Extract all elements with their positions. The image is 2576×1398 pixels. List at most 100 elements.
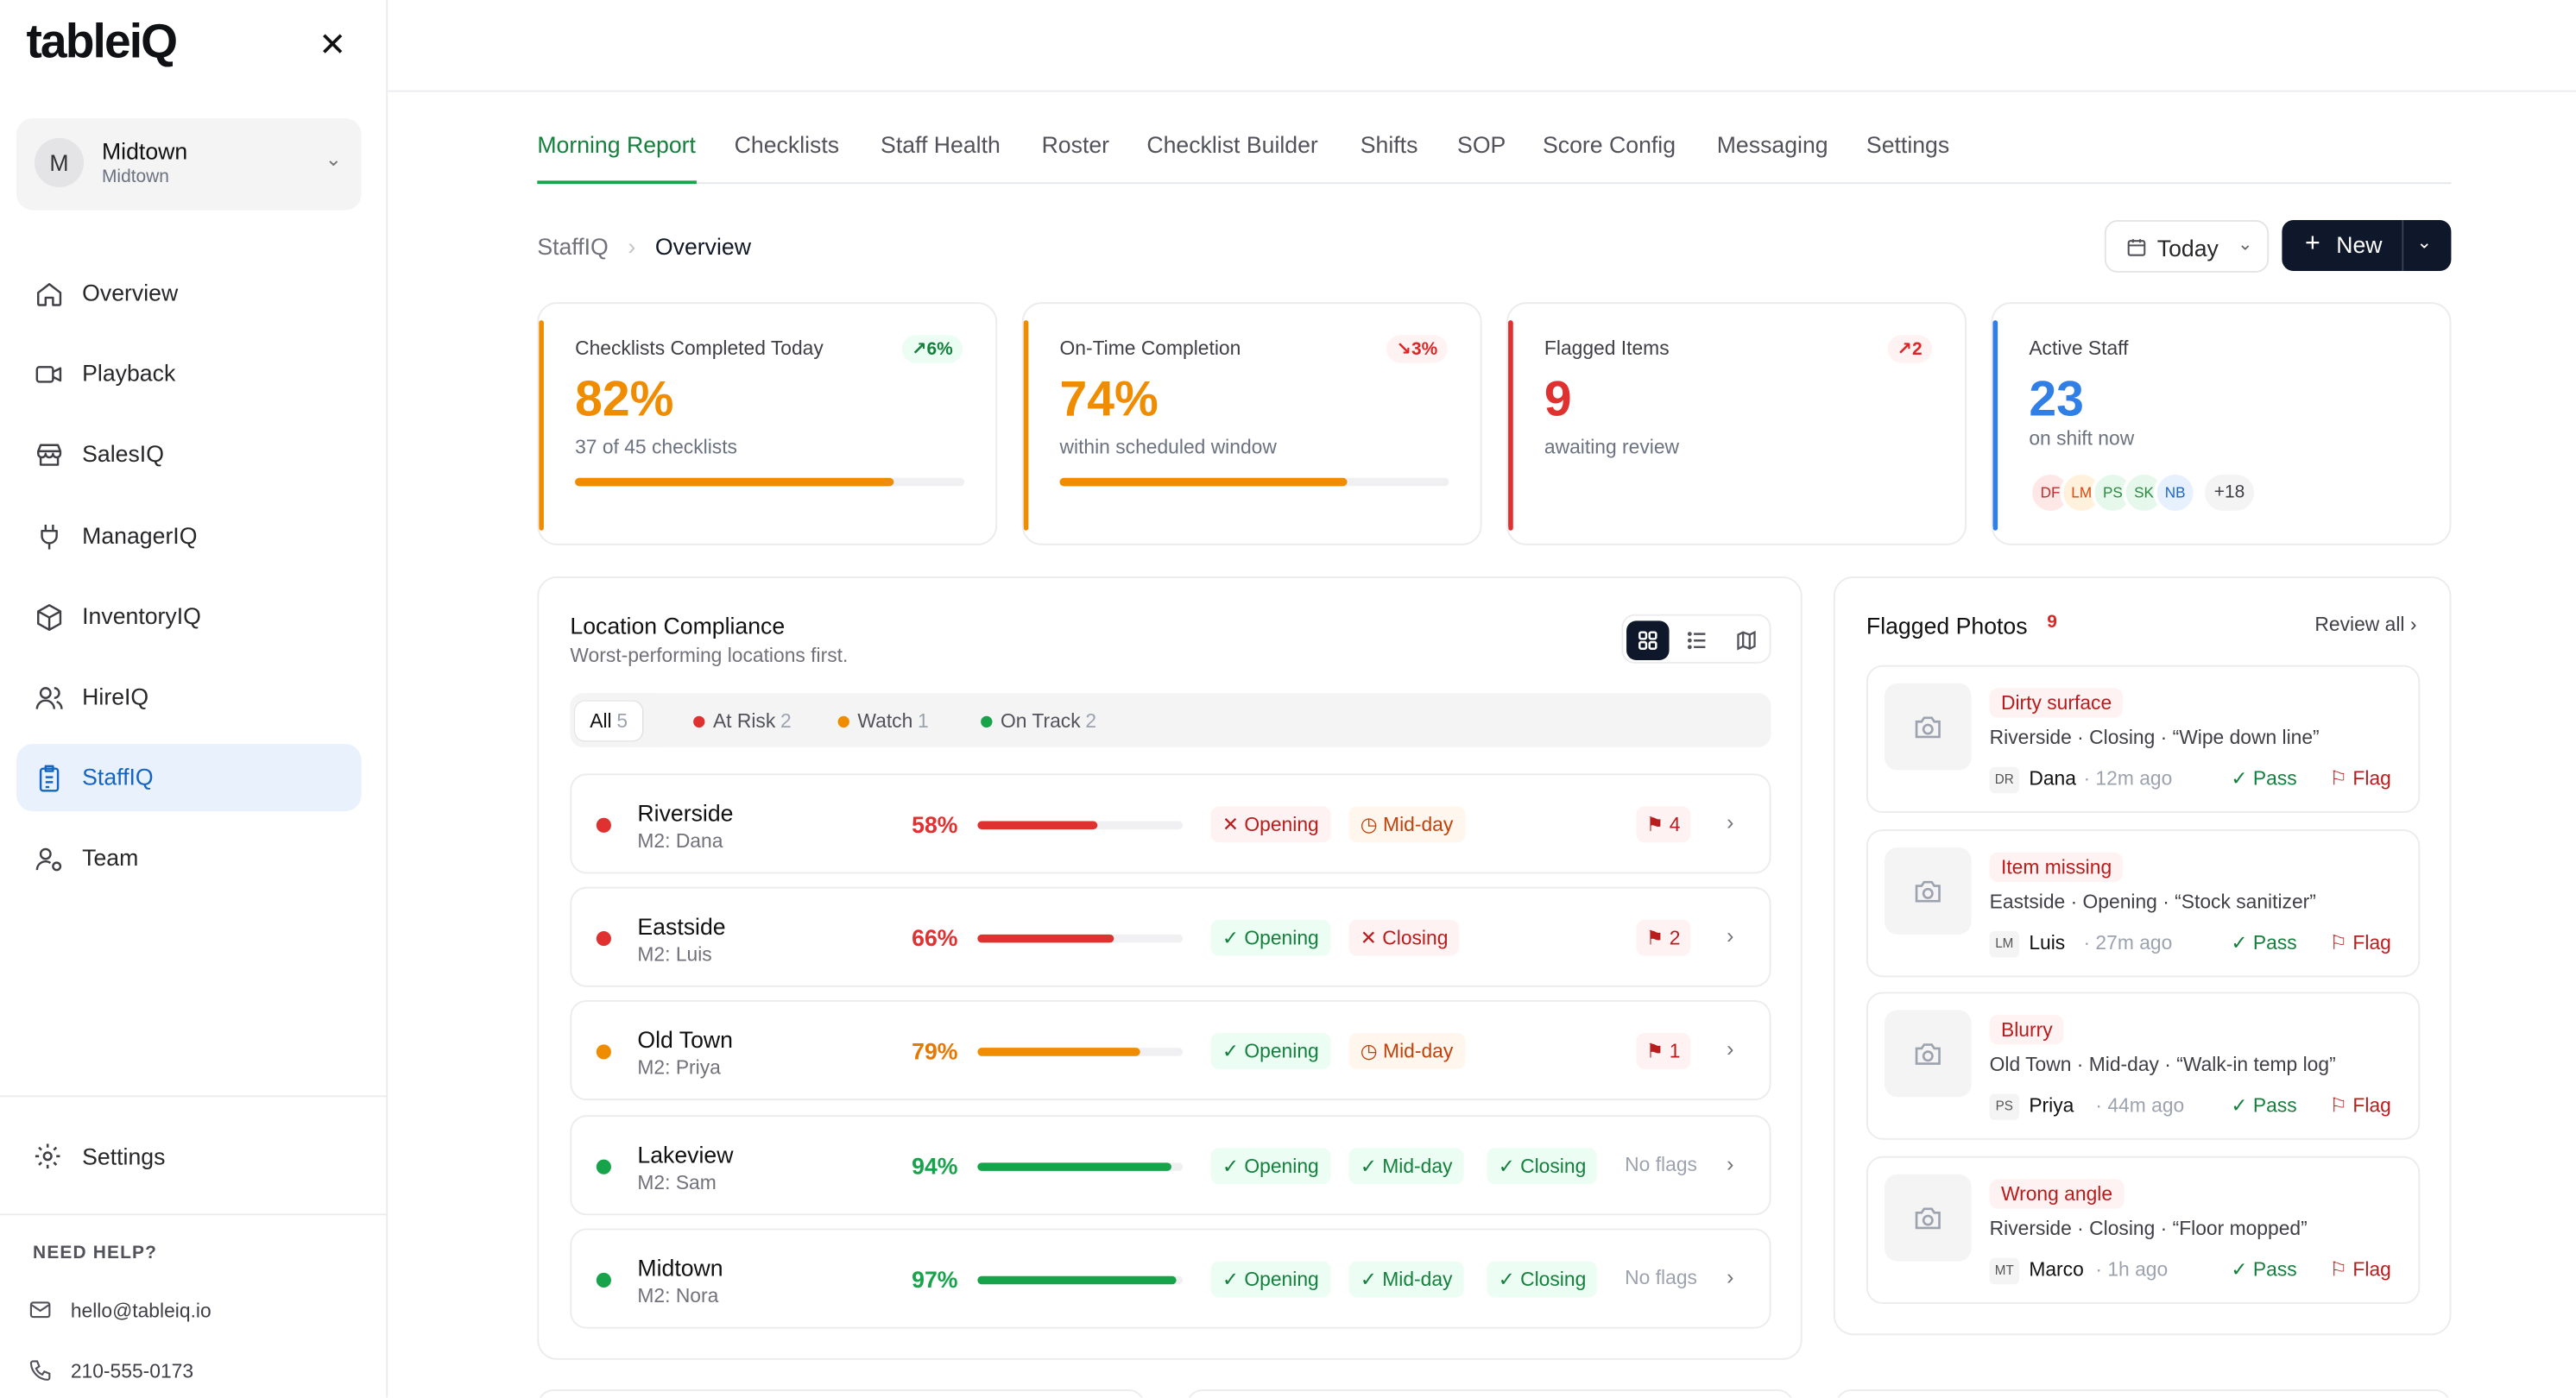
flagged-photo-item[interactable]: Item missing Eastside · Opening · “Stock … <box>1866 828 2421 977</box>
tab-checklists[interactable]: Checklists <box>734 131 840 158</box>
flagged-photo-item[interactable]: Blurry Old Town · Mid-day · “Walk-in temp… <box>1866 992 2421 1140</box>
chevron-right-icon[interactable]: › <box>1727 809 1734 834</box>
tab-score-config[interactable]: Score Config <box>1543 131 1676 158</box>
flag-button[interactable]: ⚐ Flag <box>2330 767 2391 790</box>
pass-button[interactable]: ✓ Pass <box>2231 1257 2296 1281</box>
filter-watch[interactable]: Watch 1 <box>823 702 943 741</box>
pass-button[interactable]: ✓ Pass <box>2231 767 2296 790</box>
photo-thumbnail[interactable] <box>1884 1010 1972 1098</box>
pass-label: Pass <box>2252 1256 2297 1281</box>
sidebar-item-inventoryiq[interactable]: InventoryIQ <box>16 582 362 650</box>
grid-view-button[interactable] <box>1626 620 1670 661</box>
breadcrumb-root[interactable]: StaffIQ <box>537 233 609 260</box>
new-dropdown-chevron-icon[interactable]: ⌄ <box>2416 233 2433 254</box>
location-row[interactable]: Lakeview M2: Sam 94% ✓ Opening ✓ Mid-day ✓ Cl… <box>570 1114 1771 1215</box>
location-row[interactable]: Eastside M2: Luis 66% ✓ Opening ✕ Closing ⚑ 2… <box>570 887 1771 988</box>
map-view-button[interactable] <box>1725 620 1767 660</box>
tab-roster[interactable]: Roster <box>1041 131 1110 158</box>
tab-morning-report[interactable]: Morning Report <box>537 131 696 185</box>
sidebar-nav: Overview Playback SalesIQ ManagerIQ Inventor… <box>16 260 362 906</box>
kpi-accent-bar <box>1023 320 1029 531</box>
new-button[interactable]: + New ⌄ <box>2282 220 2452 272</box>
pass-button[interactable]: ✓ Pass <box>2231 930 2296 954</box>
flag-label: Flag <box>2352 930 2391 954</box>
checklist-chip-opening[interactable]: ✓ Opening <box>1210 1033 1331 1070</box>
tab-staff-health[interactable]: Staff Health <box>881 131 1001 158</box>
flag-count-badge[interactable]: ⚑ 1 <box>1636 1033 1690 1070</box>
filter-at-risk[interactable]: At Risk 2 <box>679 702 806 741</box>
flag-count-badge[interactable]: ⚑ 4 <box>1636 806 1690 843</box>
checklist-chip-closing[interactable]: ✕ Closing <box>1348 920 1460 956</box>
location-manager: M2: Sam <box>637 1170 717 1193</box>
photo-thumbnail[interactable] <box>1884 847 1972 934</box>
checklist-chip-closing[interactable]: ✓ Closing <box>1487 1147 1598 1184</box>
reporter-initials: DR <box>1989 766 2019 794</box>
tab-shifts[interactable]: Shifts <box>1360 131 1418 158</box>
filter-on-track[interactable]: On Track 2 <box>966 702 1111 741</box>
sidebar-item-hireiq[interactable]: HireIQ <box>16 664 362 731</box>
sidebar-item-playback[interactable]: Playback <box>16 340 362 407</box>
flag-button[interactable]: ⚐ Flag <box>2330 930 2391 954</box>
flag-button[interactable]: ⚐ Flag <box>2330 1257 2391 1281</box>
sidebar-item-manageriq[interactable]: ManagerIQ <box>16 502 362 570</box>
checklist-chip-opening[interactable]: ✓ Opening <box>1210 1261 1331 1298</box>
flagged-photo-item[interactable]: Dirty surface Riverside · Closing · “Wipe… <box>1866 664 2421 814</box>
chevron-right-icon[interactable]: › <box>1727 1264 1734 1289</box>
checklist-chip-opening[interactable]: ✓ Opening <box>1210 920 1331 956</box>
checklist-chip-mid-day[interactable]: ✓ Mid-day <box>1348 1147 1464 1184</box>
sidebar-item-team[interactable]: Team <box>16 825 362 892</box>
checklist-chip-opening[interactable]: ✕ Opening <box>1210 806 1331 843</box>
date-picker-button[interactable]: Today ⌄ <box>2104 220 2270 273</box>
filter-label: On Track <box>1000 709 1081 733</box>
chevron-right-icon[interactable]: › <box>1727 1036 1734 1062</box>
staff-more-count[interactable]: +18 <box>2201 471 2257 514</box>
flag-button[interactable]: ⚐ Flag <box>2330 1093 2391 1117</box>
tab-messaging[interactable]: Messaging <box>1716 131 1828 158</box>
checklist-chip-mid-day[interactable]: ◷ Mid-day <box>1348 806 1465 843</box>
location-subtitle: Midtown <box>101 167 169 187</box>
breadcrumb: StaffIQ › Overview <box>537 233 751 259</box>
location-switcher[interactable]: M Midtown Midtown ⌄ <box>16 118 362 211</box>
review-all-link[interactable]: Review all › <box>2314 613 2416 636</box>
compliance-percent: 94% <box>912 1152 958 1179</box>
kpi-title: Flagged Items <box>1544 337 1670 360</box>
pass-button[interactable]: ✓ Pass <box>2231 1093 2296 1117</box>
check-icon: ✓ <box>2231 766 2253 790</box>
issue-tag: Blurry <box>1989 1015 2064 1045</box>
tab-checklist-builder[interactable]: Checklist Builder <box>1146 131 1318 158</box>
checklist-chip-mid-day[interactable]: ◷ Mid-day <box>1348 1033 1465 1070</box>
photo-thumbnail[interactable] <box>1884 1173 1972 1261</box>
kpi-card: Active Staff 23 on shift now DF LM PS SK NB +18 <box>1991 302 2452 545</box>
tab-sop[interactable]: SOP <box>1457 131 1506 158</box>
chip-label: Closing <box>1520 1267 1587 1291</box>
flagged-photo-item[interactable]: Wrong angle Riverside · Closing · “Floor … <box>1866 1155 2421 1304</box>
box-icon <box>37 603 62 631</box>
sidebar-item-label: Overview <box>82 279 179 305</box>
location-row[interactable]: Old Town M2: Priya 79% ✓ Opening ◷ Mid-day ⚑ … <box>570 1000 1771 1101</box>
plus-icon: + <box>2305 230 2320 258</box>
chevron-right-icon[interactable]: › <box>1727 1150 1734 1175</box>
compliance-bar <box>977 1275 1184 1284</box>
sidebar-item-label: SalesIQ <box>82 440 164 468</box>
sidebar-item-salesiq[interactable]: SalesIQ <box>16 421 362 488</box>
reporter-initials: PS <box>1989 1093 2019 1120</box>
checklist-chip-opening[interactable]: ✓ Opening <box>1210 1147 1331 1184</box>
checklist-chip-mid-day[interactable]: ✓ Mid-day <box>1348 1261 1464 1298</box>
close-sidebar-icon[interactable]: ✕ <box>319 28 347 65</box>
location-row[interactable]: Midtown M2: Nora 97% ✓ Opening ✓ Mid-day ✓ Cl… <box>570 1228 1771 1329</box>
filter-all[interactable]: All 5 <box>575 701 643 741</box>
kpi-trend-badge: ↗2 <box>1887 335 1933 363</box>
flag-count-badge[interactable]: ⚑ 2 <box>1636 920 1690 956</box>
status-dot <box>837 715 849 728</box>
flag-icon: ⚑ <box>1645 813 1670 836</box>
sidebar-item-overview[interactable]: Overview <box>16 260 362 327</box>
photo-thumbnail[interactable] <box>1884 683 1972 771</box>
tab-bar: Morning Report Checklists Staff Health Rost… <box>537 129 2452 185</box>
staff-avatar[interactable]: NB <box>2153 471 2197 514</box>
location-row[interactable]: Riverside M2: Dana 58% ✕ Opening ◷ Mid-day ⚑ … <box>570 773 1771 874</box>
checklist-chip-closing[interactable]: ✓ Closing <box>1487 1261 1598 1298</box>
chevron-right-icon[interactable]: › <box>1727 923 1734 948</box>
tab-settings[interactable]: Settings <box>1866 131 1950 158</box>
sidebar-item-staffiq[interactable]: StaffIQ <box>16 744 362 812</box>
list-view-button[interactable] <box>1676 620 1718 660</box>
